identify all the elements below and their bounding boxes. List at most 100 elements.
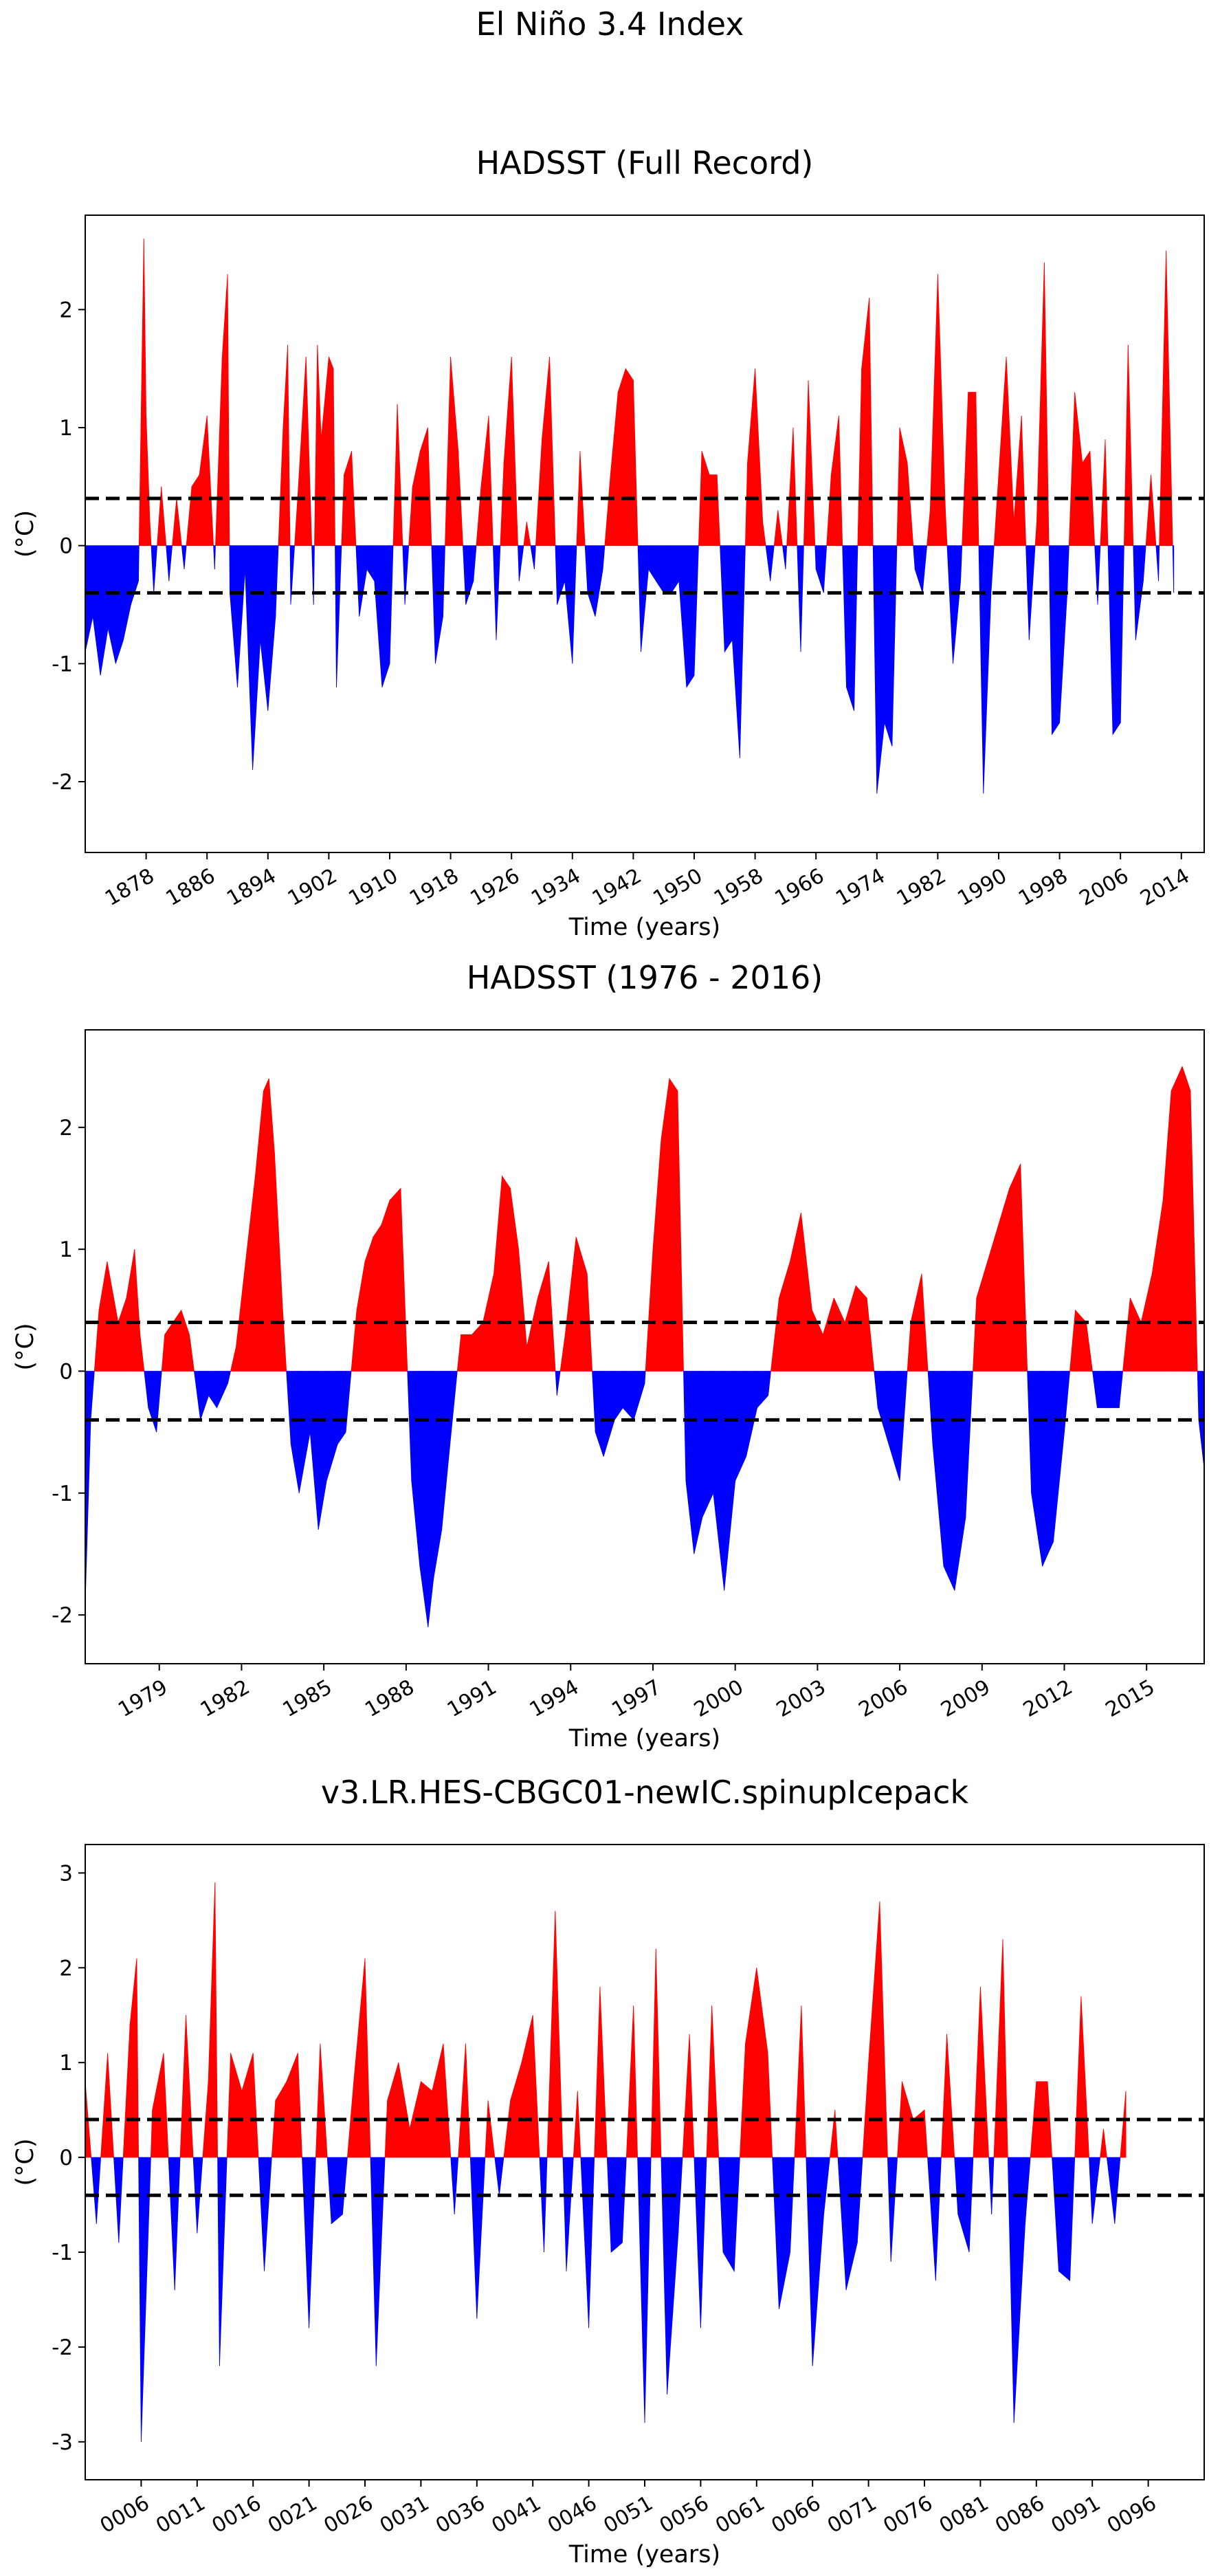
y-tick-label: 2: [59, 1956, 73, 1981]
negative-anomaly-segment: [678, 2157, 683, 2234]
negative-anomaly-segment: [663, 545, 672, 593]
negative-anomaly-segment: [275, 545, 279, 617]
negative-anomaly-segment: [732, 545, 740, 758]
x-tick-label: 0036: [432, 2491, 489, 2538]
x-tick-label: 2009: [937, 1675, 995, 1722]
negative-anomaly-segment: [641, 545, 649, 652]
negative-anomaly-segment: [217, 1371, 228, 1408]
positive-anomaly-segment: [465, 2043, 471, 2158]
positive-anomaly-segment: [913, 2109, 925, 2158]
negative-anomaly-segment: [370, 2157, 377, 2366]
negative-anomaly-segment: [815, 545, 824, 593]
positive-anomaly-segment: [230, 1346, 236, 1372]
positive-anomaly-segment: [1145, 474, 1151, 547]
x-tick-label: 0026: [320, 2491, 377, 2538]
positive-anomaly-segment: [830, 415, 839, 547]
negative-anomaly-segment: [765, 545, 771, 582]
negative-anomaly-segment: [656, 545, 665, 594]
figure-suptitle: El Niño 3.4 Index: [476, 5, 744, 43]
positive-anomaly-segment: [790, 1212, 801, 1372]
negative-anomaly-segment: [823, 545, 828, 593]
positive-anomaly-segment: [940, 2034, 947, 2158]
negative-anomaly-segment: [518, 545, 524, 582]
negative-anomaly-segment: [978, 545, 984, 794]
negative-anomaly-segment: [184, 545, 187, 570]
positive-anomaly-segment: [839, 415, 843, 547]
positive-anomaly-segment: [803, 380, 809, 547]
negative-anomaly-segment: [694, 545, 699, 676]
positive-anomaly-segment: [387, 2062, 399, 2158]
negative-anomaly-segment: [433, 1371, 443, 1578]
negative-anomaly-segment: [602, 545, 606, 570]
negative-anomaly-segment: [229, 545, 238, 687]
positive-anomaly-segment: [1190, 1090, 1198, 1372]
positive-anomaly-segment: [1020, 1163, 1028, 1372]
negative-anomaly-segment: [587, 545, 596, 617]
negative-anomaly-segment: [245, 545, 254, 770]
negative-anomaly-segment: [389, 545, 394, 664]
positive-anomaly-segment: [143, 239, 147, 547]
positive-anomaly-segment: [263, 1078, 269, 1372]
negative-anomaly-segment: [960, 545, 963, 582]
negative-anomaly-segment: [411, 1371, 421, 1567]
negative-anomaly-segment: [336, 545, 342, 687]
positive-anomaly-segment: [384, 2100, 388, 2158]
positive-anomaly-segment: [392, 404, 398, 547]
negative-anomaly-segment: [151, 545, 155, 593]
positive-anomaly-segment: [107, 1261, 119, 1372]
negative-anomaly-segment: [740, 545, 746, 758]
negative-anomaly-segment: [700, 2157, 707, 2329]
negative-anomaly-segment: [946, 545, 953, 664]
positive-anomaly-segment: [172, 498, 177, 547]
series-area: [85, 1882, 1127, 2442]
positive-anomaly-segment: [278, 427, 284, 547]
negative-anomaly-segment: [450, 1371, 458, 1444]
positive-anomaly-segment: [456, 1334, 462, 1372]
negative-anomaly-segment: [1028, 545, 1036, 641]
positive-anomaly-segment: [1105, 439, 1109, 547]
negative-anomaly-segment: [1091, 2157, 1101, 2224]
negative-anomaly-segment: [724, 1371, 736, 1591]
negative-anomaly-segment: [888, 1371, 900, 1482]
negative-anomaly-segment: [671, 545, 680, 594]
x-tick-label: 0006: [96, 2491, 154, 2538]
negative-anomaly-segment: [168, 545, 173, 582]
positive-anomaly-segment: [100, 2053, 109, 2158]
positive-anomaly-segment: [564, 1237, 577, 1372]
positive-anomaly-segment: [1002, 1939, 1008, 2158]
positive-anomaly-segment: [968, 392, 977, 547]
positive-anomaly-segment: [716, 474, 721, 547]
negative-anomaly-segment: [685, 1371, 695, 1554]
positive-anomaly-segment: [315, 2043, 321, 2158]
positive-anomaly-segment: [993, 1939, 1003, 2158]
positive-anomaly-segment: [739, 2043, 746, 2158]
negative-anomaly-segment: [499, 2157, 504, 2196]
negative-anomaly-segment: [402, 545, 406, 605]
negative-anomaly-segment: [1069, 2157, 1076, 2281]
negative-anomaly-segment: [1059, 545, 1068, 723]
positive-anomaly-segment: [682, 2034, 690, 2158]
positive-anomaly-segment: [282, 1310, 287, 1372]
negative-anomaly-segment: [724, 545, 733, 653]
positive-anomaly-segment: [493, 1176, 502, 1372]
positive-anomaly-segment: [400, 1188, 408, 1372]
positive-anomaly-segment: [661, 1078, 670, 1372]
positive-anomaly-segment: [862, 2062, 869, 2158]
negative-anomaly-segment: [113, 2157, 120, 2243]
negative-anomaly-segment: [806, 2157, 813, 2366]
negative-anomaly-segment: [872, 545, 878, 794]
positive-anomaly-segment: [472, 1321, 483, 1372]
negative-anomaly-segment: [603, 1371, 615, 1457]
positive-anomaly-segment: [179, 2015, 186, 2158]
positive-anomaly-segment: [1120, 2091, 1127, 2158]
positive-anomaly-segment: [297, 2053, 302, 2158]
x-tick-label: 0021: [264, 2491, 322, 2538]
positive-anomaly-segment: [214, 1882, 219, 2158]
positive-anomaly-segment: [428, 427, 432, 547]
positive-anomaly-segment: [1166, 250, 1173, 547]
positive-anomaly-segment: [445, 356, 451, 547]
positive-anomaly-segment: [398, 2062, 410, 2158]
positive-anomaly-segment: [227, 274, 230, 547]
negative-anomaly-segment: [983, 545, 992, 794]
negative-anomaly-segment: [556, 1371, 561, 1396]
